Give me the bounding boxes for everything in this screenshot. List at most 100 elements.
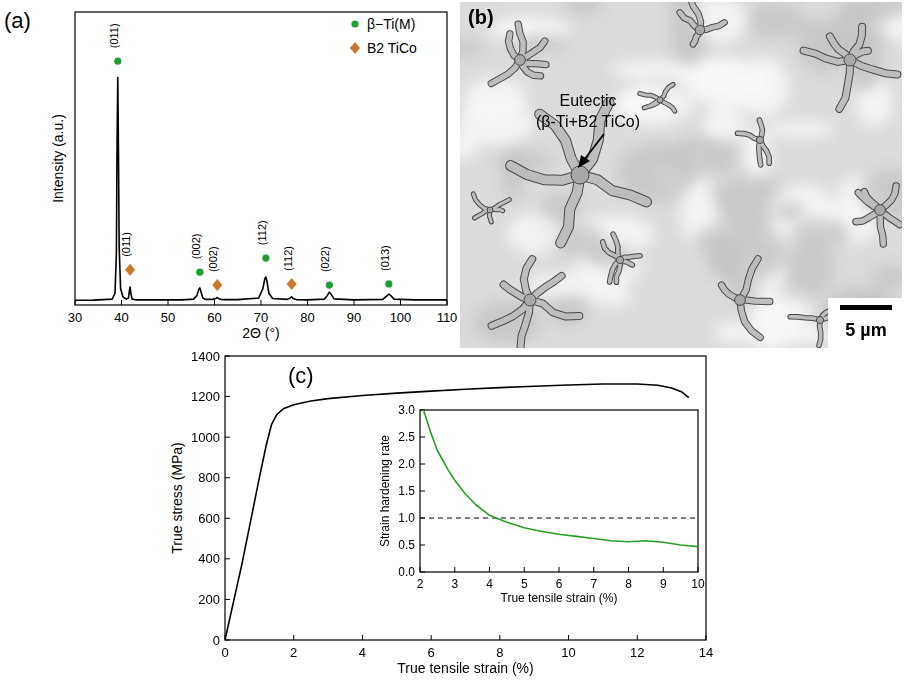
panel-c: 024681012140200400600800100012001400True…	[169, 349, 713, 676]
texture-blob	[742, 3, 807, 40]
x-tick-label: 80	[300, 310, 314, 325]
texture-blob	[507, 214, 562, 255]
texture	[460, 2, 902, 348]
x-tick-label: 4	[486, 577, 493, 591]
legend-marker	[351, 20, 358, 27]
x-tick	[499, 635, 500, 640]
peak-label: (013)	[379, 245, 391, 271]
x-axis-title: True tensile strain (%)	[501, 591, 618, 605]
image-ground	[460, 2, 902, 348]
peak-label: (002)	[207, 246, 219, 272]
annotation: (β-Ti+B2 TiCo)	[536, 113, 640, 130]
x-tick-label: 5	[521, 577, 528, 591]
plot-area	[423, 410, 698, 547]
peak-marker	[125, 264, 135, 276]
y-tick	[420, 491, 425, 492]
peak-label: (002)	[190, 233, 202, 259]
peak-label: (011)	[120, 232, 132, 257]
x-tick-label: 50	[161, 310, 175, 325]
panel-letter: (a)	[4, 8, 31, 33]
y-tick-label: 600	[198, 511, 220, 526]
texture-blob	[460, 40, 485, 57]
x-tick	[354, 300, 355, 305]
figure: (a)304050607080901001102Θ (°)Intensity (…	[0, 0, 905, 693]
legend-label: B2 TiCo	[367, 40, 417, 56]
x-tick-label: 60	[207, 310, 221, 325]
eutectic-edge	[740, 259, 758, 300]
eutectic-core	[756, 136, 763, 143]
peak-marker	[385, 280, 392, 287]
eutectic-edge	[839, 60, 850, 109]
x-tick	[362, 635, 363, 640]
panel-letter: (b)	[468, 6, 494, 28]
x-tick	[400, 300, 401, 305]
inset-ground	[419, 409, 699, 573]
legend-marker	[350, 42, 360, 54]
y-tick	[420, 464, 425, 465]
x-tick-label: 10	[691, 577, 705, 591]
y-tick	[420, 437, 425, 438]
y-tick-label: 200	[198, 592, 220, 607]
data-line	[423, 410, 698, 547]
x-tick-label: 14	[699, 645, 713, 660]
inset: 23456789100.00.51.01.52.02.53.0True tens…	[378, 403, 705, 605]
y-tick-label: 400	[198, 551, 220, 566]
texture-blob	[791, 218, 849, 249]
plot-frame	[225, 356, 706, 640]
y-tick-label: 0	[213, 633, 220, 648]
eutectic-core	[515, 55, 526, 66]
x-tick	[628, 567, 629, 572]
x-tick-label: 10	[561, 645, 575, 660]
x-tick	[261, 300, 262, 305]
x-tick-label: 6	[556, 577, 563, 591]
y-tick-label: 1.0	[398, 511, 415, 525]
x-tick	[293, 635, 294, 640]
eutectic-fill	[511, 166, 580, 181]
x-axis-title: 2Θ (°)	[242, 325, 280, 341]
eutectic-fill	[740, 300, 760, 337]
x-tick-label: 12	[630, 645, 644, 660]
arrow-shaft	[584, 134, 604, 160]
y-tick-label: 1.5	[398, 484, 415, 498]
x-tick-label: 110	[437, 310, 458, 325]
micrograph	[460, 2, 902, 348]
labels: (011)(002)(112)(022)(013)(011)(002)(112)	[108, 23, 391, 272]
texture-blob	[460, 98, 534, 145]
eutectic-core	[875, 205, 886, 216]
peak-marker	[287, 278, 297, 290]
eutectic-fill	[740, 259, 758, 300]
x-tick-label: 6	[428, 645, 435, 660]
peak-marker	[114, 58, 121, 65]
texture-blob	[860, 169, 902, 219]
x-tick-label: 4	[359, 645, 366, 660]
y-tick-label: 800	[198, 470, 220, 485]
eutectic-edge	[850, 60, 897, 74]
eutectic-fill	[492, 300, 530, 326]
x-tick-label: 100	[390, 310, 412, 325]
eutectic-core	[816, 316, 823, 323]
texture-blob	[686, 57, 764, 109]
x-tick	[454, 567, 455, 572]
peak-label: (011)	[108, 23, 120, 48]
x-tick	[663, 567, 664, 572]
texture-blob	[766, 120, 835, 137]
y-tick	[225, 437, 230, 438]
legend-label: β−Ti(M)	[367, 16, 415, 32]
peak-marker	[212, 279, 222, 291]
x-tick	[214, 300, 215, 305]
peak-marker	[326, 281, 333, 288]
peak-label: (112)	[256, 220, 268, 245]
plot-frame	[420, 410, 698, 572]
eutectic-edge	[580, 175, 647, 202]
y-axis-title: Strain hardening rate	[378, 435, 392, 547]
eutectic-fill	[839, 60, 850, 109]
x-tick-label: 2	[290, 645, 297, 660]
texture-blob	[710, 250, 742, 281]
eutectic-core	[844, 54, 856, 66]
y-tick	[225, 396, 230, 397]
scale-bar	[840, 305, 892, 310]
x-tick	[524, 567, 525, 572]
y-tick-label: 2.5	[398, 430, 415, 444]
eutectic-core	[524, 294, 536, 306]
x-tick-label: 7	[590, 577, 597, 591]
